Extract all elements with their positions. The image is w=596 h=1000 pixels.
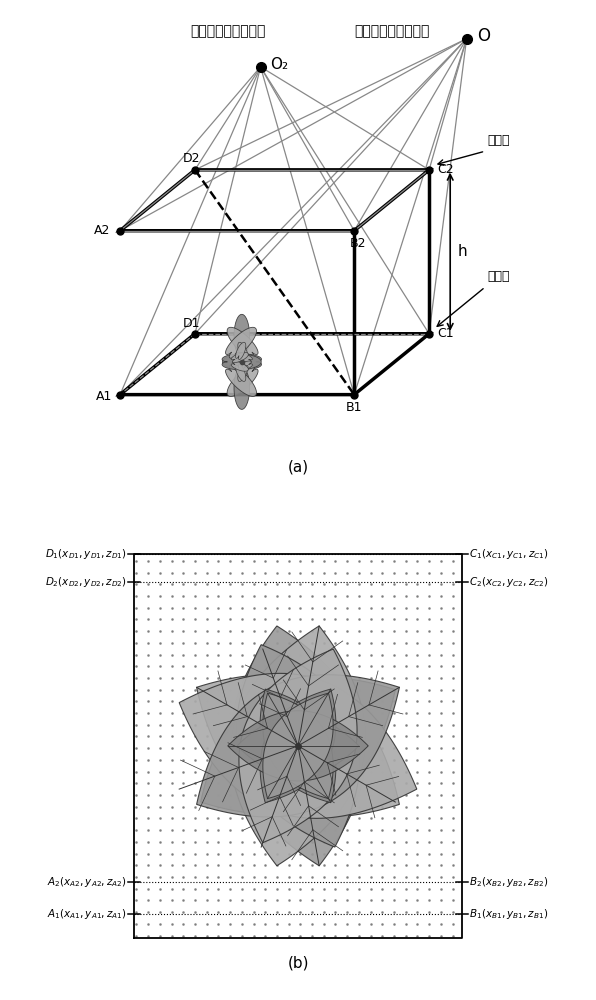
Text: (b): (b) [287,956,309,971]
Polygon shape [227,365,258,396]
Polygon shape [260,689,336,803]
Polygon shape [263,693,333,799]
Text: 深度传感器光圈中心: 深度传感器光圈中心 [354,24,429,38]
Polygon shape [225,365,256,396]
Text: $D_1(x_{D1},y_{D1},z_{D1})$: $D_1(x_{D1},y_{D1},z_{D1})$ [45,547,127,561]
Polygon shape [238,342,248,360]
Polygon shape [263,693,333,799]
Polygon shape [234,370,250,409]
Polygon shape [231,352,249,363]
Polygon shape [227,327,258,358]
Text: O₂: O₂ [270,57,288,72]
Polygon shape [179,673,417,818]
Polygon shape [260,689,336,803]
Text: B2: B2 [350,237,366,250]
Text: A2: A2 [94,224,110,237]
Text: 背景板: 背景板 [488,270,510,283]
Polygon shape [239,649,357,843]
Polygon shape [235,342,246,360]
Polygon shape [201,678,395,814]
Polygon shape [222,354,261,370]
Polygon shape [237,715,359,776]
Polygon shape [236,645,360,847]
Text: A1: A1 [95,390,112,403]
Text: C1: C1 [437,327,454,340]
Polygon shape [228,711,368,781]
Polygon shape [225,327,256,358]
Polygon shape [231,361,249,371]
Polygon shape [235,361,253,371]
Polygon shape [222,354,262,370]
Text: (a): (a) [287,459,309,474]
Text: D2: D2 [182,152,200,165]
Text: C2: C2 [437,163,454,176]
Text: $B_1(x_{B1},y_{B1},z_{B1})$: $B_1(x_{B1},y_{B1},z_{B1})$ [469,907,548,921]
Text: D1: D1 [182,317,200,330]
Text: 激光扫描器光圈中心: 激光扫描器光圈中心 [190,24,265,38]
Polygon shape [238,364,248,381]
Polygon shape [235,352,253,363]
Text: $C_2(x_{C2},y_{C2},z_{C2})$: $C_2(x_{C2},y_{C2},z_{C2})$ [469,575,548,589]
Text: O: O [477,27,490,45]
Text: h: h [457,244,467,259]
Polygon shape [197,675,399,817]
Polygon shape [197,675,399,817]
Polygon shape [234,314,250,353]
Text: $A_2(x_{A2},y_{A2},z_{A2})$: $A_2(x_{A2},y_{A2},z_{A2})$ [47,875,127,889]
Polygon shape [231,626,365,866]
Text: 背景板: 背景板 [488,134,510,147]
Polygon shape [235,364,246,381]
Text: $B_2(x_{B2},y_{B2},z_{B2})$: $B_2(x_{B2},y_{B2},z_{B2})$ [469,875,548,889]
Text: $C_1(x_{C1},y_{C1},z_{C1})$: $C_1(x_{C1},y_{C1},z_{C1})$ [469,547,548,561]
Polygon shape [231,626,365,866]
Text: $A_1(x_{A1},y_{A1},z_{A1})$: $A_1(x_{A1},y_{A1},z_{A1})$ [47,907,127,921]
Text: B1: B1 [346,401,362,414]
Text: $D_2(x_{D2},y_{D2},z_{D2})$: $D_2(x_{D2},y_{D2},z_{D2})$ [45,575,127,589]
